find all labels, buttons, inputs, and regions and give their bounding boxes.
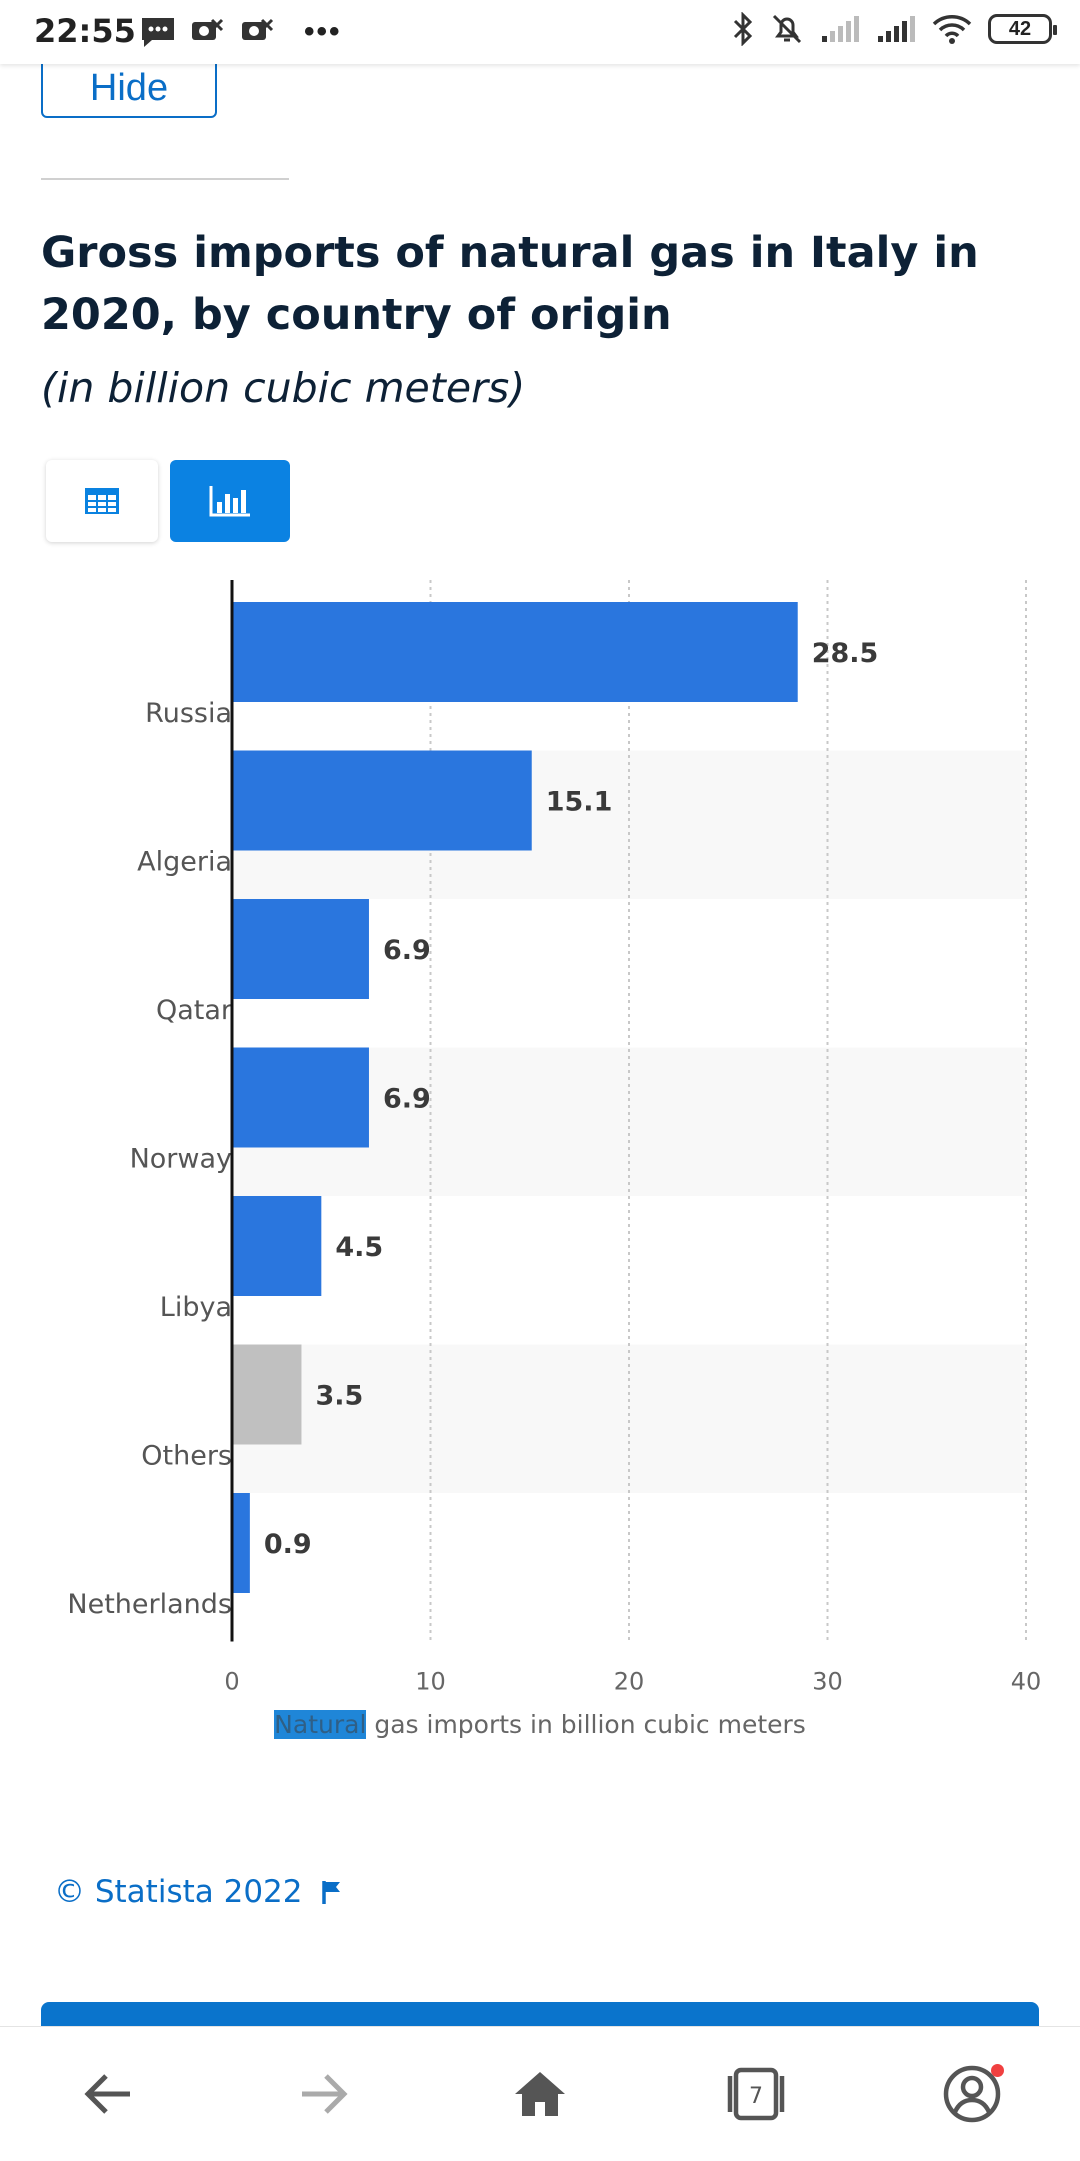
home-button[interactable]: [490, 2044, 590, 2144]
copyright-text: © Statista 2022: [54, 1874, 303, 1910]
chart-subtitle: (in billion cubic meters): [41, 364, 526, 412]
chart-title: Gross imports of natural gas in Italy in…: [41, 228, 979, 340]
view-toggle: [46, 460, 290, 542]
x-tick-label: 10: [415, 1668, 446, 1691]
bluetooth-icon: [733, 12, 753, 46]
table-icon: [85, 488, 119, 514]
source-credit[interactable]: © Statista 2022: [54, 1874, 343, 1910]
data-label: 6.9: [383, 1084, 431, 1115]
account-button[interactable]: [922, 2044, 1022, 2144]
account-icon: [943, 2065, 1001, 2123]
x-tick-label: 40: [1011, 1668, 1042, 1691]
chart-view-button[interactable]: [170, 460, 290, 542]
bar: [232, 1047, 369, 1148]
forward-arrow-icon: [302, 2074, 348, 2114]
bottom-navigation: 7: [0, 2026, 1080, 2161]
signal-strong-icon: [878, 16, 915, 42]
forward-button[interactable]: [274, 2044, 374, 2144]
home-icon: [515, 2072, 565, 2116]
data-label: 3.5: [315, 1381, 363, 1412]
x-axis-title-rest: gas imports in billion cubic meters: [366, 1710, 806, 1739]
category-label: Netherlands: [67, 1589, 232, 1620]
x-tick-label: 20: [614, 1668, 645, 1691]
data-label: 15.1: [546, 787, 613, 818]
back-button[interactable]: [58, 2044, 158, 2144]
tabs-icon: 7: [727, 2067, 785, 2121]
divider: [41, 178, 289, 180]
action-button[interactable]: [41, 2002, 1039, 2028]
tabs-count: 7: [749, 2084, 763, 2109]
x-tick-label: 30: [812, 1668, 843, 1691]
more-notifications-icon: •••: [304, 15, 342, 48]
data-label: 6.9: [383, 935, 431, 966]
flag-icon: [321, 1881, 340, 1904]
notification-icons: •••: [140, 16, 342, 48]
x-axis-title: Natural gas imports in billion cubic met…: [0, 1710, 1080, 1739]
signal-weak-icon: [822, 16, 859, 42]
category-label: Norway: [130, 1144, 232, 1175]
data-label: 28.5: [812, 638, 879, 669]
row-band: [232, 1344, 1026, 1493]
bar: [232, 1344, 302, 1445]
data-label: 4.5: [335, 1232, 383, 1263]
alarm-muted-icon: [772, 14, 802, 44]
bar: [232, 750, 532, 851]
status-time: 22:55: [34, 12, 136, 50]
bar: [232, 1196, 322, 1296]
bar: [232, 1493, 250, 1593]
data-label: 0.9: [264, 1529, 312, 1560]
category-label: Algeria: [137, 847, 232, 878]
notification-app-icon: [242, 18, 274, 40]
category-label: Russia: [145, 698, 232, 729]
table-view-button[interactable]: [46, 460, 158, 542]
category-label: Others: [141, 1441, 232, 1472]
battery-icon: 42: [988, 14, 1057, 44]
category-label: Libya: [160, 1292, 232, 1323]
category-label: Qatar: [156, 995, 233, 1026]
notification-app-icon: [192, 18, 224, 40]
notification-dot: [991, 2064, 1004, 2077]
bar-chart: 28.5 15.1 6.9 6.9 4.5 3.5 0.9 Russia Algeria Qat…: [67, 580, 1042, 1691]
back-arrow-icon: [84, 2074, 130, 2114]
bar: [232, 602, 798, 702]
bar: [232, 899, 369, 999]
wifi-icon: [932, 15, 972, 44]
tabs-button[interactable]: 7: [706, 2044, 806, 2144]
x-axis-title-highlight: Natural: [274, 1710, 367, 1739]
message-icon: [142, 18, 174, 47]
system-icons: 42: [732, 12, 1057, 46]
x-tick-label: 0: [224, 1668, 239, 1691]
bar-chart-icon: [209, 486, 250, 517]
status-bar: 22:55 ••• 42: [0, 0, 1080, 64]
